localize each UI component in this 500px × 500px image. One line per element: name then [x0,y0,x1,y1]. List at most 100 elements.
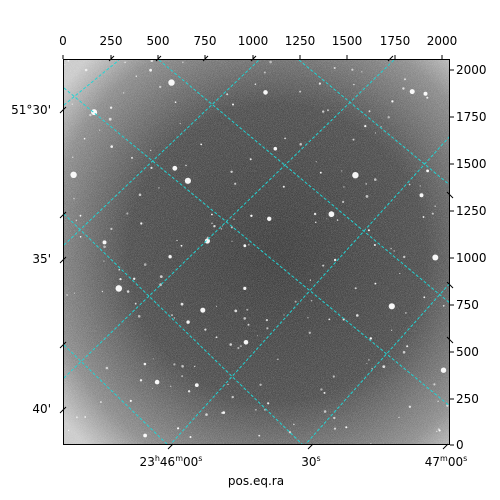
star [366,363,368,364]
star [243,244,247,248]
star [364,125,367,128]
star [71,103,73,105]
star [310,299,313,302]
star [110,227,113,230]
star [84,68,88,72]
star [267,402,270,405]
star [83,137,86,140]
star [237,346,240,350]
star [388,303,395,310]
star [318,82,321,85]
star [76,416,78,419]
star [426,96,429,99]
star [323,410,327,413]
star [442,304,445,307]
star [143,263,147,266]
star [174,101,177,103]
star [243,286,247,290]
star [211,222,213,225]
star [402,87,405,90]
star [171,314,173,317]
star [189,436,192,438]
star [406,345,409,348]
star [436,430,438,432]
star [99,129,101,131]
gridline-dec-1 [64,60,120,106]
star [426,169,429,173]
star [404,78,406,81]
star [367,229,370,232]
star [180,302,184,306]
star [101,290,104,293]
star [173,363,176,366]
pixel-x-label-1500: 1500 [331,34,363,48]
star [333,258,337,262]
star [434,205,436,207]
star [159,85,162,89]
x-axis-label: pos.eq.ra [227,474,285,488]
star [356,314,359,317]
star [403,255,406,259]
star [399,272,401,275]
star [158,187,160,189]
star [74,292,75,294]
star [182,61,184,63]
star [351,68,354,71]
star [233,218,235,220]
pixel-x-label-1750: 1750 [379,34,411,48]
ra-label-47m00s: 47m00s [424,454,468,469]
star [319,171,322,174]
star [326,218,328,220]
star [258,434,261,437]
pixel-x-label-1000: 1000 [237,34,269,48]
star [206,236,209,239]
sky-noise [64,60,449,444]
star [226,93,229,96]
star [194,383,199,387]
star [393,250,396,252]
star [382,365,386,368]
star [200,143,203,146]
sky-image [64,60,449,444]
star [374,178,377,181]
star [423,296,426,299]
star [343,186,345,188]
star [373,244,376,246]
star [123,92,125,94]
dec-label-40: 40' [32,402,51,416]
star [229,343,232,346]
gridline-ra-4 [64,213,303,444]
pixel-x-label-0: 0 [59,34,67,48]
star [173,317,175,319]
star [66,294,68,296]
star [213,225,216,228]
gridline-ra-1 [64,87,449,406]
stars-layer [64,60,449,444]
star [282,185,285,188]
star [255,408,257,411]
dec-label-35: 35' [32,252,51,266]
star [230,226,233,229]
star [247,323,250,326]
star [259,383,262,386]
star [108,117,112,121]
star [273,146,278,151]
star [187,390,191,393]
star [84,416,87,418]
star [446,404,449,407]
star [181,365,184,368]
star [437,428,440,431]
star [211,213,213,216]
pixel-y-label-1250: 1250 [456,204,487,218]
star [172,165,178,171]
star [126,212,129,215]
star [419,185,421,187]
star [215,336,218,339]
star [387,116,390,119]
star [374,132,377,134]
star [299,90,302,93]
star [308,331,311,334]
coordinate-grid [64,60,449,444]
star [152,387,154,389]
star [320,388,323,391]
